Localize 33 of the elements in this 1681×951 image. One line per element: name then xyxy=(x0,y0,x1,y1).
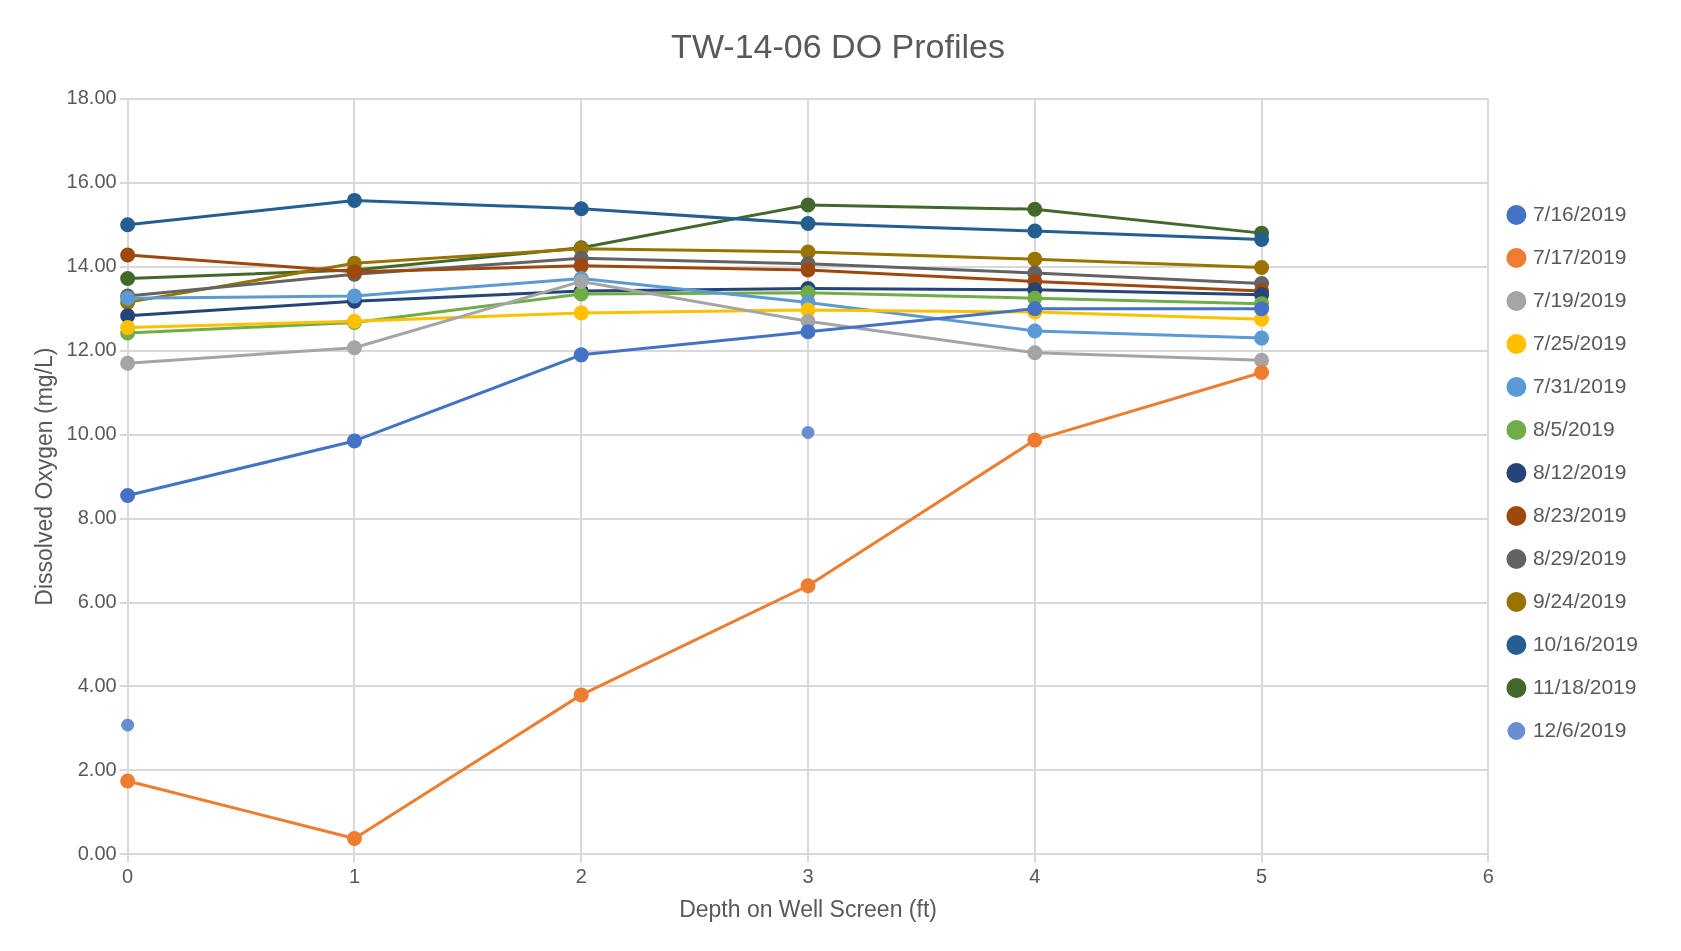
y-tick-label: 18.00 xyxy=(66,86,117,109)
legend-label: 8/23/2019 xyxy=(1532,502,1627,526)
x-tick-label: 2 xyxy=(575,864,587,887)
x-tick-label: 0 xyxy=(122,864,134,887)
legend-label: 7/25/2019 xyxy=(1532,330,1627,354)
y-tick-label: 4.00 xyxy=(77,674,117,696)
legend-label: 7/19/2019 xyxy=(1532,287,1627,311)
legend-label: 8/5/2019 xyxy=(1532,416,1615,440)
y-tick-label: 8.00 xyxy=(77,506,117,529)
y-tick-label: 14.00 xyxy=(66,254,117,277)
legend-label: 8/12/2019 xyxy=(1532,459,1627,483)
y-tick-label: 12.00 xyxy=(66,338,117,361)
y-tick-label: 2.00 xyxy=(77,757,117,780)
x-tick-label: 6 xyxy=(1482,864,1494,887)
chart-title: TW-14-06 DO Profiles xyxy=(671,26,1005,65)
x-tick-label: 3 xyxy=(802,864,814,887)
legend-label: 7/17/2019 xyxy=(1532,244,1627,268)
y-tick-label: 6.00 xyxy=(77,590,117,613)
x-tick-label: 1 xyxy=(348,864,360,887)
y-tick-label: 10.00 xyxy=(66,422,117,445)
x-tick-label: 4 xyxy=(1029,864,1041,887)
y-axis-title: Dissolved Oxygen (mg/L) xyxy=(31,347,58,606)
legend-label: 12/6/2019 xyxy=(1532,717,1627,741)
x-axis-title: Depth on Well Screen (ft) xyxy=(679,895,937,922)
legend-label: 9/24/2019 xyxy=(1532,588,1627,612)
x-tick-label: 5 xyxy=(1256,864,1268,887)
legend-label: 10/16/2019 xyxy=(1532,631,1639,655)
legend-label: 7/31/2019 xyxy=(1532,373,1627,397)
legend-label: 7/16/2019 xyxy=(1532,201,1627,225)
y-tick-label: 0.00 xyxy=(77,841,117,864)
y-tick-label: 16.00 xyxy=(66,170,117,193)
legend-label: 8/29/2019 xyxy=(1532,545,1627,569)
legend-label: 11/18/2019 xyxy=(1532,674,1637,698)
